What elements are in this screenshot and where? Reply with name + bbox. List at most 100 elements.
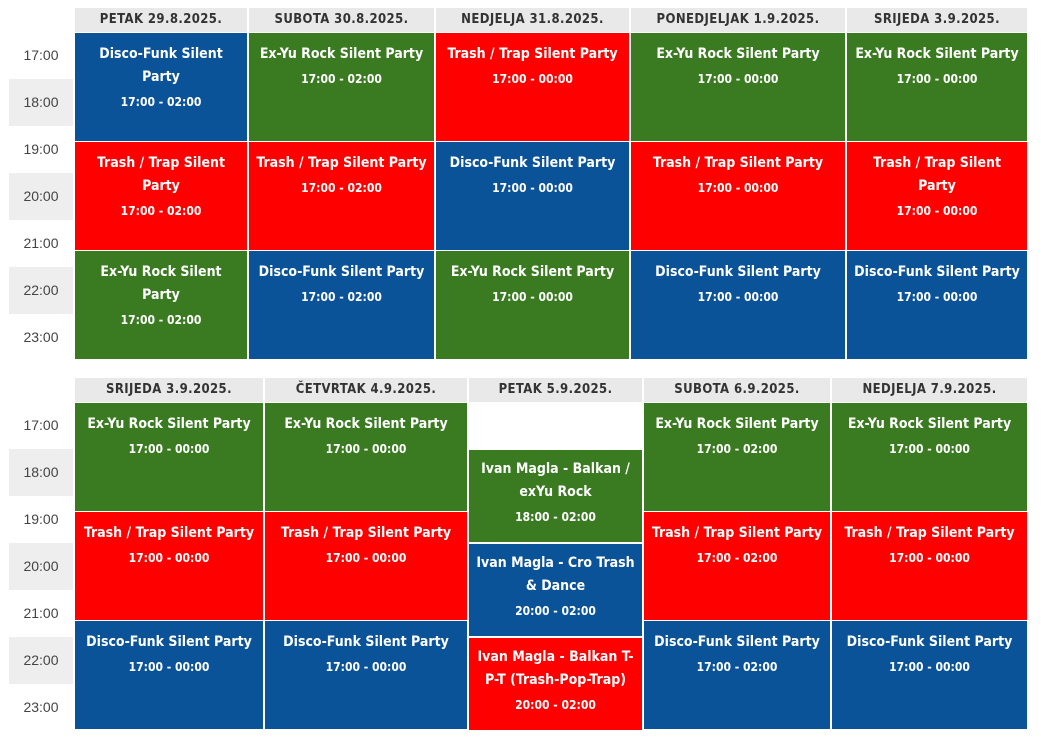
- event-time: 17:00 - 00:00: [896, 204, 978, 218]
- event-block[interactable]: Disco-Funk Silent Party 17:00 - 02:00: [249, 251, 434, 359]
- event-title: Ivan Magla - Cro Trash & Dance: [476, 555, 635, 594]
- event-block[interactable]: Ivan Magla - Cro Trash & Dance 20:00 - 0…: [469, 544, 642, 636]
- event-block[interactable]: Disco-Funk Silent Party 17:00 - 02:00: [75, 33, 247, 141]
- event-time: 17:00 - 00:00: [889, 551, 970, 565]
- event-time: 17:00 - 02:00: [301, 290, 382, 304]
- event-block[interactable]: Trash / Trap Silent Party 17:00 - 00:00: [75, 512, 263, 620]
- event-time: 17:00 - 02:00: [696, 442, 778, 456]
- event-title: Disco-Funk Silent Party: [86, 634, 252, 650]
- event-title: Trash / Trap Silent Party: [83, 525, 255, 541]
- event-title: Disco-Funk Silent Party: [654, 634, 820, 650]
- event-title: Ex-Yu Rock Silent Party: [87, 416, 251, 432]
- event-block[interactable]: Disco-Funk Silent Party 17:00 - 00:00: [631, 251, 845, 359]
- time-label: 23:00: [23, 699, 59, 715]
- event-time: 17:00 - 02:00: [696, 551, 778, 565]
- event-time: 17:00 - 00:00: [325, 660, 407, 674]
- day-header: SRIJEDA 3.9.2025.: [847, 8, 1027, 32]
- event-title: Ex-Yu Rock Silent Party: [847, 416, 1012, 432]
- event-block[interactable]: Disco-Funk Silent Party 17:00 - 00:00: [832, 621, 1027, 729]
- time-label: 17:00: [23, 47, 59, 63]
- event-title: Ex-Yu Rock Silent Party: [655, 416, 819, 432]
- event-title: Ex-Yu Rock Silent Party: [284, 416, 448, 432]
- day-header: SUBOTA 30.8.2025.: [249, 8, 434, 32]
- event-title: Ivan Magla - Balkan T-P-T (Trash-Pop-Tra…: [477, 649, 634, 688]
- event-time: 17:00 - 02:00: [120, 95, 202, 109]
- event-block[interactable]: Ivan Magla - Balkan T-P-T (Trash-Pop-Tra…: [469, 638, 642, 730]
- event-block[interactable]: Disco-Funk Silent Party 17:00 - 02:00: [644, 621, 830, 729]
- time-label: 17:00: [23, 417, 59, 433]
- day-header: SUBOTA 6.9.2025.: [644, 378, 830, 402]
- day-header: NEDJELJA 31.8.2025.: [436, 8, 629, 32]
- event-block[interactable]: Ex-Yu Rock Silent Party 17:00 - 00:00: [832, 403, 1027, 511]
- day-header: PONEDJELJAK 1.9.2025.: [631, 8, 845, 32]
- event-block[interactable]: Trash / Trap Silent Party 17:00 - 00:00: [265, 512, 467, 620]
- day-header: PETAK 5.9.2025.: [469, 378, 642, 402]
- event-block[interactable]: Ex-Yu Rock Silent Party 17:00 - 02:00: [249, 33, 434, 141]
- event-title: Ex-Yu Rock Silent Party: [855, 46, 1019, 62]
- event-title: Trash / Trap Silent Party: [256, 155, 427, 171]
- event-title: Trash / Trap Silent Party: [873, 155, 1001, 194]
- event-title: Trash / Trap Silent Party: [651, 525, 823, 541]
- event-time: 17:00 - 00:00: [896, 72, 978, 86]
- event-title: Ivan Magla - Balkan / exYu Rock: [481, 461, 630, 500]
- event-block[interactable]: Disco-Funk Silent Party 17:00 - 00:00: [265, 621, 467, 729]
- day-header: NEDJELJA 7.9.2025.: [832, 378, 1027, 402]
- event-time: 17:00 - 00:00: [697, 72, 779, 86]
- event-block[interactable]: Ex-Yu Rock Silent Party 17:00 - 02:00: [75, 251, 247, 359]
- time-label: 19:00: [23, 141, 59, 157]
- event-title: Trash / Trap Silent Party: [844, 525, 1015, 541]
- event-title: Disco-Funk Silent Party: [283, 634, 449, 650]
- event-time: 18:00 - 02:00: [515, 510, 596, 524]
- event-block[interactable]: Trash / Trap Silent Party 17:00 - 00:00: [847, 142, 1027, 250]
- event-block[interactable]: Disco-Funk Silent Party 17:00 - 00:00: [436, 142, 629, 250]
- event-block[interactable]: Ex-Yu Rock Silent Party 17:00 - 00:00: [631, 33, 845, 141]
- event-block[interactable]: Ex-Yu Rock Silent Party 17:00 - 00:00: [265, 403, 467, 511]
- event-time: 17:00 - 02:00: [120, 313, 202, 327]
- event-block[interactable]: Trash / Trap Silent Party 17:00 - 00:00: [631, 142, 845, 250]
- event-block[interactable]: Ex-Yu Rock Silent Party 17:00 - 02:00: [644, 403, 830, 511]
- event-block[interactable]: Trash / Trap Silent Party 17:00 - 02:00: [249, 142, 434, 250]
- event-title: Disco-Funk Silent Party: [449, 155, 616, 171]
- time-label: 19:00: [23, 511, 59, 527]
- time-label: 23:00: [23, 329, 59, 345]
- time-label: 22:00: [9, 637, 73, 684]
- time-label: 18:00: [9, 79, 73, 126]
- event-time: 20:00 - 02:00: [515, 698, 596, 712]
- event-title: Ex-Yu Rock Silent Party: [100, 264, 222, 303]
- schedule-table-2: 17:00 18:00 19:00 20:00 21:00 22:00 23:0…: [0, 378, 1041, 730]
- day-header: ČETVRTAK 4.9.2025.: [265, 378, 467, 402]
- event-block[interactable]: Ex-Yu Rock Silent Party 17:00 - 00:00: [436, 251, 629, 359]
- schedule-table-1: 17:00 18:00 19:00 20:00 21:00 22:00 23:0…: [0, 8, 1041, 360]
- event-block[interactable]: Trash / Trap Silent Party 17:00 - 00:00: [832, 512, 1027, 620]
- event-time: 17:00 - 00:00: [492, 290, 573, 304]
- event-title: Ex-Yu Rock Silent Party: [656, 46, 820, 62]
- event-block[interactable]: Trash / Trap Silent Party 17:00 - 00:00: [436, 33, 629, 141]
- event-time: 17:00 - 00:00: [492, 181, 573, 195]
- event-time: 17:00 - 00:00: [697, 181, 779, 195]
- event-block[interactable]: Trash / Trap Silent Party 17:00 - 02:00: [644, 512, 830, 620]
- event-time: 17:00 - 02:00: [120, 204, 202, 218]
- event-time: 17:00 - 00:00: [697, 290, 779, 304]
- event-title: Disco-Funk Silent Party: [655, 264, 821, 280]
- event-title: Trash / Trap Silent Party: [280, 525, 452, 541]
- event-time: 17:00 - 00:00: [492, 72, 573, 86]
- time-label: 22:00: [9, 267, 73, 314]
- event-time: 20:00 - 02:00: [515, 604, 596, 618]
- time-label: 21:00: [23, 235, 59, 251]
- event-block[interactable]: Ivan Magla - Balkan / exYu Rock 18:00 - …: [469, 450, 642, 542]
- event-time: 17:00 - 00:00: [889, 442, 970, 456]
- event-title: Disco-Funk Silent Party: [854, 264, 1020, 280]
- event-time: 17:00 - 02:00: [301, 181, 382, 195]
- event-block[interactable]: Trash / Trap Silent Party 17:00 - 02:00: [75, 142, 247, 250]
- event-time: 17:00 - 00:00: [128, 442, 210, 456]
- event-time: 17:00 - 00:00: [128, 551, 210, 565]
- event-block[interactable]: Disco-Funk Silent Party 17:00 - 00:00: [847, 251, 1027, 359]
- event-block[interactable]: Disco-Funk Silent Party 17:00 - 00:00: [75, 621, 263, 729]
- event-title: Disco-Funk Silent Party: [99, 46, 223, 85]
- event-block[interactable]: Ex-Yu Rock Silent Party 17:00 - 00:00: [75, 403, 263, 511]
- event-time: 17:00 - 02:00: [696, 660, 778, 674]
- event-block[interactable]: Ex-Yu Rock Silent Party 17:00 - 00:00: [847, 33, 1027, 141]
- time-label: 20:00: [9, 543, 73, 590]
- event-time: 17:00 - 00:00: [325, 442, 407, 456]
- event-time: 17:00 - 00:00: [325, 551, 407, 565]
